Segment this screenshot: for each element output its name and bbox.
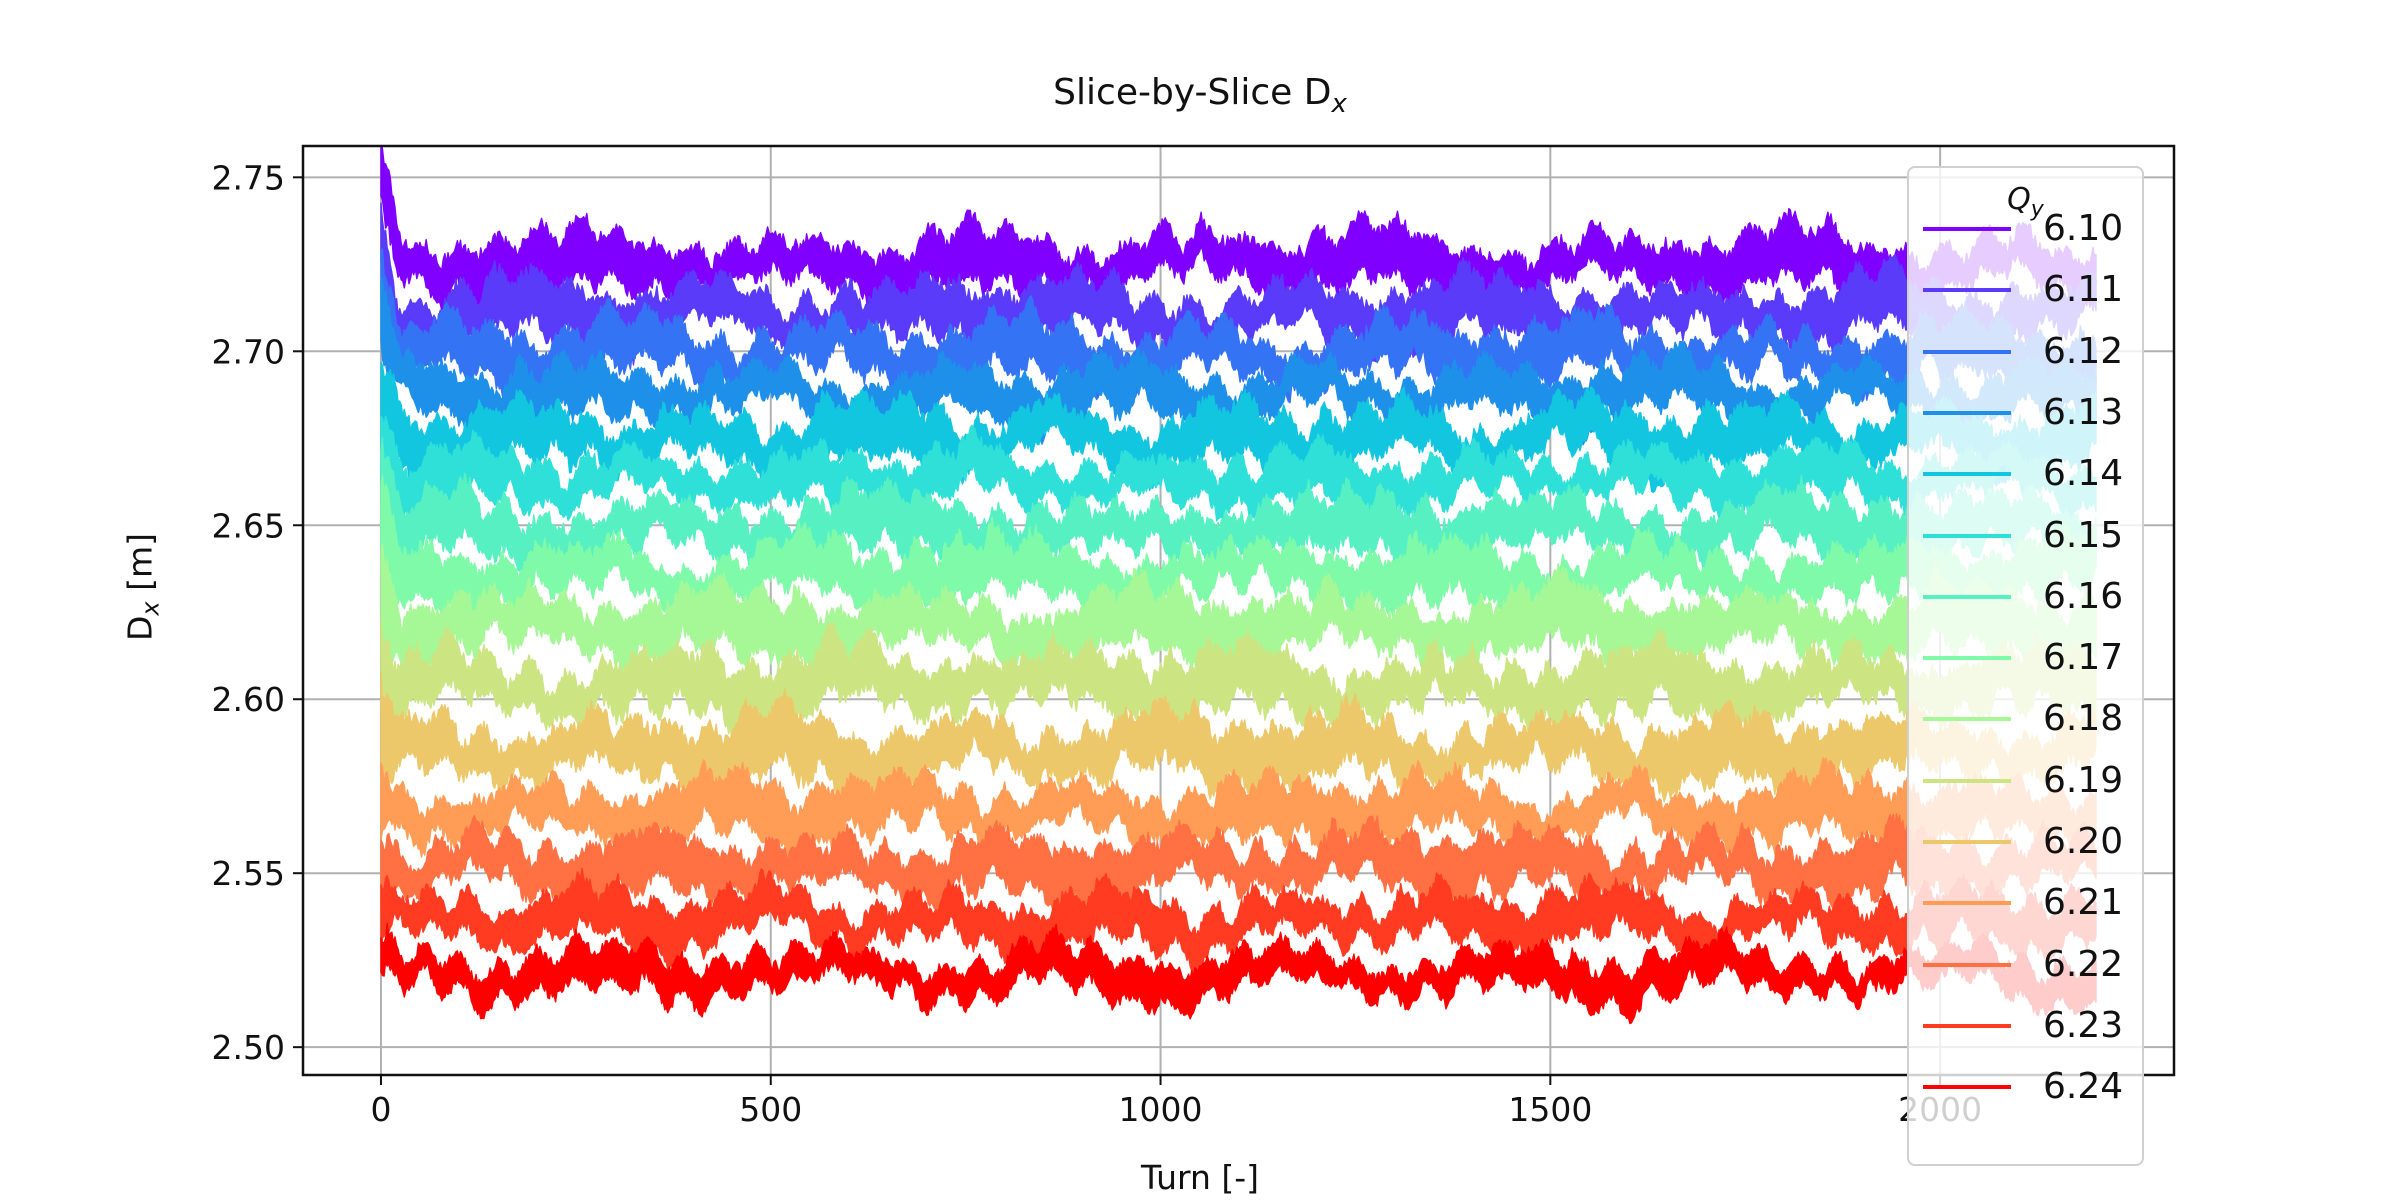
legend-item: 6.19 [1909,759,2142,801]
chart-title: Slice-by-Slice Dx [0,72,2400,119]
legend-item: 6.17 [1909,637,2142,679]
legend-item: 6.11 [1909,269,2142,311]
y-tick-label: 2.55 [212,854,285,893]
legend-title: Qy [1909,182,2142,222]
legend-label: 6.19 [2043,759,2124,801]
legend-swatch [1923,594,2011,599]
plot-frame [301,144,2176,1077]
legend-swatch [1923,717,2011,722]
legend-item: 6.20 [1909,821,2142,862]
y-tick-label: 2.75 [212,158,285,197]
legend-item: 6.15 [1909,514,2142,556]
x-tick-label: 0 [370,1090,391,1129]
legend-item: 6.23 [1909,1004,2142,1046]
x-tick-label: 1000 [1119,1090,1203,1129]
series-layer [380,146,2097,1025]
legend-label: 6.10 [2043,208,2124,249]
legend-swatch [1923,778,2011,783]
legend-swatch [1923,1085,2011,1090]
legend-swatch [1923,227,2011,231]
legend-label: 6.20 [2043,821,2124,862]
legend-label: 6.16 [2043,575,2124,617]
legend-item: 6.10 [1909,208,2142,249]
chart-title-text: Slice-by-Slice D [1053,72,1332,113]
legend-swatch [1923,962,2011,967]
legend-label: 6.14 [2043,453,2124,495]
legend-title-text: Q [2007,182,2031,217]
y-tick-label: 2.65 [212,506,285,545]
legend-label: 6.18 [2043,698,2124,740]
legend-label: 6.23 [2043,1004,2124,1046]
y-axis-label: Dx [m] [120,532,165,642]
x-axis-label: Turn [-] [1140,1158,1260,1197]
legend-swatch [1923,472,2011,477]
y-axis-label-text: D [120,615,160,642]
legend-label: 6.24 [2043,1066,2124,1108]
legend-item: 6.13 [1909,391,2142,433]
legend-label: 6.12 [2043,330,2124,372]
legend-label: 6.13 [2043,391,2124,433]
legend-item: 6.18 [1909,698,2142,740]
y-tick-label: 2.50 [212,1028,285,1067]
y-axis-label-subscript: x [136,601,165,616]
legend-label: 6.17 [2043,637,2124,679]
legend-item: 6.12 [1909,330,2142,372]
legend-item: 6.22 [1909,943,2142,985]
y-axis-label-unit: [m] [120,532,160,602]
legend-swatch [1923,410,2011,415]
legend-swatch [1923,288,2011,293]
legend-item: 6.16 [1909,575,2142,617]
legend-swatch [1923,1023,2011,1028]
legend-item: 6.14 [1909,453,2142,495]
legend-label: 6.22 [2043,943,2124,985]
x-tick-label: 1500 [1508,1090,1592,1129]
legend-swatch [1923,656,2011,661]
y-tick-label: 2.60 [212,680,285,719]
legend: Qy 6.10 6.11 6.12 6.13 6.14 6.15 6.16 6.17 6.18 6… [1907,166,2144,1166]
y-tick-label: 2.70 [212,332,285,371]
legend-label: 6.15 [2043,514,2124,556]
legend-title-subscript: y [2030,197,2044,222]
legend-label: 6.11 [2043,269,2124,311]
legend-label: 6.21 [2043,882,2124,924]
legend-swatch [1923,840,2011,844]
legend-swatch [1923,901,2011,906]
legend-item: 6.24 [1909,1066,2142,1108]
legend-swatch [1923,533,2011,538]
x-tick-label: 500 [739,1090,802,1129]
legend-item: 6.21 [1909,882,2142,924]
legend-swatch [1923,349,2011,354]
chart-title-subscript: x [1331,89,1347,119]
x-axis-ticks: 0500100015002000 [370,1075,1982,1129]
y-axis-ticks: 2.50 2.55 2.60 2.65 2.70 2.75 [212,158,303,1067]
